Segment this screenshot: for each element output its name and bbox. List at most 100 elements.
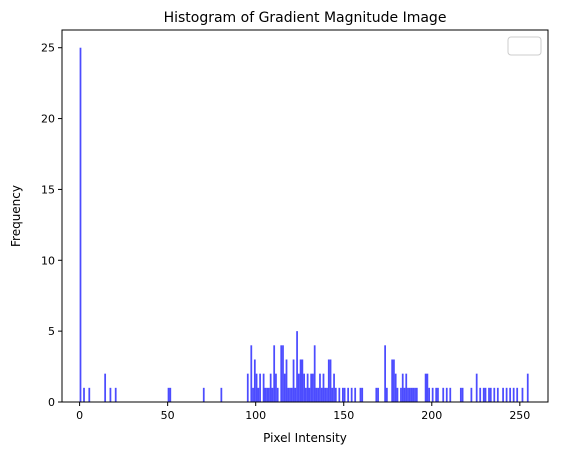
bar [403,387,406,402]
bar [257,387,260,402]
axes-frame [61,29,549,403]
bar [493,387,496,402]
bar [489,387,492,402]
bar [301,359,304,402]
bar [334,387,337,402]
bar [412,387,415,402]
bar [509,387,512,402]
y-tick-label: 20 [41,113,55,126]
bar [285,359,288,402]
bar [350,387,353,402]
bar [294,387,297,402]
bar [484,387,487,402]
x-tick-label: 250 [509,409,530,422]
bar [220,387,223,402]
bar [502,387,504,402]
bar [320,387,323,402]
bar [410,387,413,402]
bar [266,387,269,402]
y-tick-label: 10 [41,254,55,267]
bar [287,387,290,402]
bar [317,387,320,402]
bar [428,387,431,402]
bar [415,387,418,402]
bar [306,373,309,402]
bar [109,387,112,402]
bar [437,387,439,402]
chart-title: Histogram of Gradient Magnitude Image [164,10,447,26]
y-tick-label: 5 [48,325,55,338]
bar [259,373,261,402]
bar [347,387,350,402]
x-tick-label: 200 [421,409,442,422]
bar [283,373,286,402]
bar [341,387,344,402]
bar [327,359,330,402]
bar [292,359,295,402]
bar [445,387,448,402]
bar [407,387,409,402]
bar [396,387,399,402]
bar [167,387,170,402]
bar [482,387,485,402]
bar [322,373,325,402]
bar [326,387,328,402]
bar [386,387,388,402]
bar [331,387,334,402]
bar [361,387,364,402]
bar [400,387,402,402]
bar [496,387,499,402]
bar [414,387,416,402]
bar [264,387,267,402]
bar [405,373,408,402]
plot-area [79,47,529,402]
bar [354,387,357,402]
bar [391,359,394,402]
bar [329,359,332,402]
bar [426,373,429,402]
bar [312,373,314,402]
x-tick-label: 50 [161,409,175,422]
bar [303,373,305,402]
y-tick-label: 0 [48,396,55,409]
bar [470,387,473,402]
bar [512,387,515,402]
x-tick-label: 150 [333,409,354,422]
bar [269,373,272,402]
bar [461,387,464,402]
bar [431,387,434,402]
x-tick-label: 100 [245,409,266,422]
bar [246,373,249,402]
bar [375,387,378,402]
bar [273,345,276,402]
bar [252,387,254,402]
bar [526,373,529,402]
bar [104,373,107,402]
bar [401,373,404,402]
y-tick-label: 15 [41,183,55,196]
bar [276,387,279,402]
bar [516,387,519,402]
bar [488,387,490,402]
bar [319,373,321,402]
bar [271,387,274,402]
bar [521,387,524,402]
bar [297,373,300,402]
bar [377,387,379,402]
bar [505,387,508,402]
bar [479,387,482,402]
bar [343,387,346,402]
bar [338,387,341,402]
bar [324,387,327,402]
bar [475,373,478,402]
bar [255,373,258,402]
bar [83,387,85,402]
bar [275,373,277,402]
bar [333,373,335,402]
legend-box [507,36,542,56]
bar [359,387,362,402]
bar [449,387,452,402]
bar [299,359,302,402]
